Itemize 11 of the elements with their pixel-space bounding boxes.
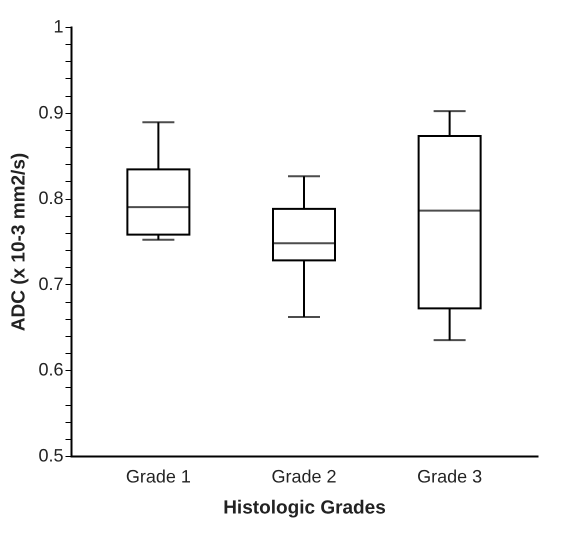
y-axis-title: ADC (x 10-3 mm2/s) — [8, 152, 30, 332]
x-tick-label: Grade 3 — [417, 466, 482, 486]
x-axis-title: Histologic Grades — [223, 498, 386, 518]
y-tick-label: 0.8 — [38, 188, 64, 208]
y-tick-label: 0.7 — [38, 274, 64, 294]
y-tick-label: 1 — [53, 16, 64, 36]
x-tick-label: Grade 2 — [271, 466, 337, 486]
y-tick-label: 0.5 — [38, 446, 64, 466]
y-tick-label: 0.6 — [38, 360, 64, 380]
x-tick-label: Grade 1 — [126, 466, 191, 486]
y-tick-label: 0.9 — [38, 102, 64, 122]
